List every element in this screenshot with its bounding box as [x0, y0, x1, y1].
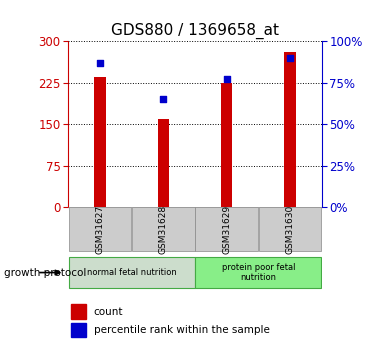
Text: percentile rank within the sample: percentile rank within the sample — [94, 325, 269, 335]
Point — [223, 77, 230, 82]
Bar — [71, 304, 86, 319]
Bar — [71, 323, 86, 337]
FancyBboxPatch shape — [259, 207, 321, 252]
Text: GSM31628: GSM31628 — [159, 205, 168, 254]
Text: GSM31630: GSM31630 — [285, 205, 294, 254]
Text: GSM31629: GSM31629 — [222, 205, 231, 254]
Point — [97, 60, 103, 66]
Bar — [284, 52, 296, 207]
Text: protein poor fetal
nutrition: protein poor fetal nutrition — [222, 263, 295, 282]
FancyBboxPatch shape — [195, 207, 258, 252]
Bar — [158, 119, 169, 207]
Bar — [221, 83, 232, 207]
FancyBboxPatch shape — [69, 207, 131, 252]
Point — [287, 55, 293, 61]
Bar — [94, 77, 106, 207]
FancyBboxPatch shape — [132, 207, 195, 252]
Text: GDS880 / 1369658_at: GDS880 / 1369658_at — [111, 22, 279, 39]
Point — [160, 97, 167, 102]
Text: GSM31627: GSM31627 — [96, 205, 105, 254]
FancyBboxPatch shape — [195, 257, 321, 288]
Text: growth protocol: growth protocol — [4, 268, 86, 277]
Text: count: count — [94, 307, 123, 317]
FancyBboxPatch shape — [69, 257, 195, 288]
Text: normal fetal nutrition: normal fetal nutrition — [87, 268, 177, 277]
